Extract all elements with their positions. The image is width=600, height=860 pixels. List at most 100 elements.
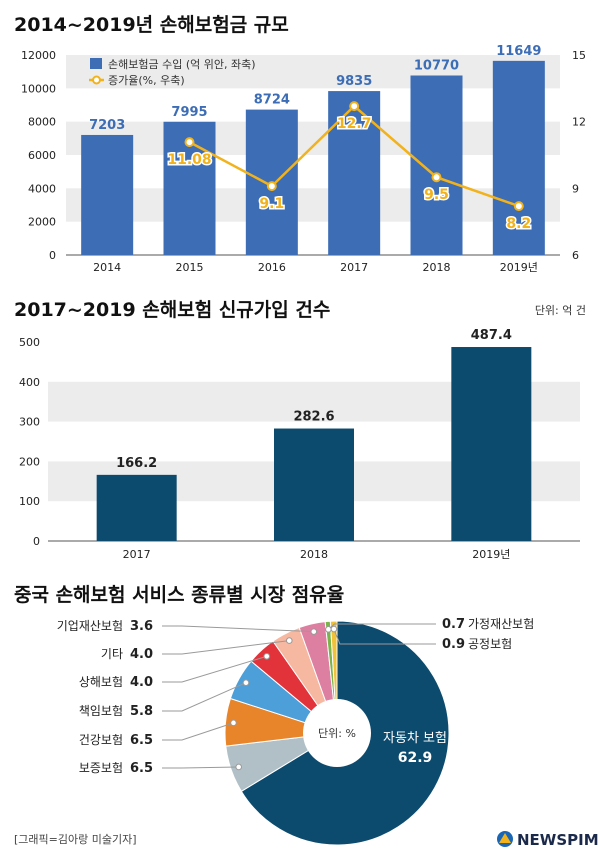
pie-slice-name: 상해보험 — [79, 675, 123, 689]
chart1-left-tick: 12000 — [21, 49, 56, 62]
chart1-bar-label: 7995 — [171, 105, 207, 120]
chart2-x-tick: 2018 — [300, 548, 328, 561]
chart1-left-tick: 2000 — [28, 216, 56, 229]
pie-slice-name: 기업재산보험 — [57, 619, 123, 633]
pie-leader-dot — [310, 628, 318, 635]
chart1-growth-label: 9.1 — [259, 196, 284, 212]
pie-slice-value: 5.8 — [130, 704, 153, 719]
chart1-growth-point — [266, 181, 277, 192]
chart2-bar-label: 487.4 — [471, 328, 512, 343]
chart1-legend-bar-label: 손해보험금 수입 (억 위안, 좌축) — [108, 57, 256, 71]
pie-leader-dot — [242, 679, 250, 686]
pie-slice-value: 3.6 — [130, 619, 153, 634]
pie-slice-value: 4.0 — [130, 675, 153, 690]
footer-credit: [그래픽=김아랑 미술기자] — [14, 833, 137, 846]
chart2-y-tick: 200 — [19, 455, 40, 468]
chart1-grid-band — [66, 188, 560, 222]
pie-center-hole — [303, 699, 371, 767]
pie-leader-dot — [263, 653, 271, 660]
chart2-bar-label: 282.6 — [293, 410, 334, 425]
chart1-x-tick: 2019년 — [500, 261, 538, 274]
chart1-left-tick: 0 — [49, 249, 56, 262]
chart2-title: 2017~2019 손해보험 신규가입 건수 — [14, 299, 330, 321]
pie-slice-name: 건강보험 — [79, 733, 123, 747]
chart1-right-tick: 6 — [572, 249, 579, 262]
pie-slice-value: 0.9 — [442, 637, 465, 652]
chart1-left-tick: 6000 — [28, 149, 56, 162]
chart1-right-tick: 15 — [572, 49, 586, 62]
pie-leader-line — [162, 640, 290, 655]
chart2-x-tick: 2019년 — [472, 548, 510, 561]
pie-leader-line — [162, 625, 314, 633]
chart1-bar-label: 7203 — [89, 118, 125, 133]
pie-leader-dot — [235, 763, 243, 771]
pie-leader-line — [333, 628, 436, 645]
chart1-x-tick: 2015 — [176, 261, 204, 274]
chart2-y-tick: 500 — [19, 336, 40, 349]
chart1-right-tick: 12 — [572, 116, 586, 129]
pie-slice-value: 6.5 — [130, 761, 153, 776]
pie-slice-name: 가정재산보험 — [468, 617, 534, 631]
chart1-bar-label: 8724 — [254, 93, 290, 108]
chart1-title: 2014~2019년 손해보험금 규모 — [14, 14, 289, 36]
chart2-bar-label: 166.2 — [116, 456, 157, 471]
chart2-bar — [274, 428, 354, 541]
chart1-bar — [81, 134, 134, 255]
chart1-x-tick: 2017 — [340, 261, 368, 274]
chart1-growth-label: 12.7 — [337, 116, 372, 132]
chart1-legend-line-marker — [92, 75, 101, 85]
chart1-x-tick: 2016 — [258, 261, 286, 274]
chart1-grid-band — [66, 55, 560, 89]
chart2-y-tick: 300 — [19, 416, 40, 429]
chart2-x-tick: 2017 — [123, 548, 151, 561]
pie-leader-dot — [325, 626, 332, 633]
chart1-growth-label: 9.5 — [424, 187, 449, 203]
chart1-growth-point — [349, 101, 360, 112]
chart1-left-tick: 8000 — [28, 116, 56, 129]
pie-leader-line — [162, 682, 247, 712]
chart1-grid-band — [66, 121, 560, 155]
chart2-bar — [451, 347, 532, 541]
chart2-y-tick: 0 — [33, 535, 40, 548]
chart1-x-tick: 2014 — [93, 261, 121, 274]
pie-slice-name: 책임보험 — [79, 703, 123, 718]
chart1-left-tick: 4000 — [28, 182, 56, 195]
chart2-bar — [96, 474, 177, 541]
newspim-logo-mark — [499, 833, 511, 843]
pie-slice-name: 보증보험 — [79, 761, 123, 775]
chart1-growth-label: 8.2 — [506, 216, 531, 232]
chart1-bar-label: 10770 — [414, 59, 459, 74]
pie-leader-line — [162, 722, 234, 741]
pie-slice-value: 4.0 — [130, 647, 153, 662]
footer-brand: NEWSPIM — [517, 831, 599, 849]
pie-leader-dot — [285, 637, 293, 644]
chart1-right-tick: 9 — [572, 182, 579, 195]
chart1-left-tick: 10000 — [21, 82, 56, 95]
pie-slice-name: 공정보험 — [468, 637, 512, 651]
pie-auto-value: 62.9 — [398, 750, 433, 766]
chart1-bar — [328, 91, 381, 255]
chart1-legend-bar-swatch — [90, 58, 102, 69]
pie-leader-dot — [230, 719, 237, 727]
pie-slice-name: 기타 — [101, 647, 123, 661]
chart2-y-tick: 400 — [19, 376, 40, 389]
chart1-bar-label: 11649 — [496, 44, 541, 59]
chart1-legend-line-label: 증가율(%, 우축) — [108, 74, 185, 87]
chart1-bar — [492, 60, 545, 255]
pie-leader-line — [162, 655, 267, 683]
chart2-unit: 단위: 억 건 — [535, 304, 586, 317]
pie-slice-value: 0.7 — [442, 617, 465, 632]
chart1-bar-label: 9835 — [336, 74, 372, 89]
pie-leader-line — [162, 766, 239, 769]
chart1-growth-point — [431, 172, 442, 183]
pie-leader-dot — [330, 625, 338, 633]
pie-center-label: 단위: % — [318, 727, 356, 740]
pie-slice-value: 6.5 — [130, 733, 153, 748]
chart1-growth-point — [184, 137, 195, 148]
pie-auto-name: 자동차 보험 — [383, 731, 447, 746]
chart3-title: 중국 손해보험 서비스 종류별 시장 점유율 — [14, 584, 344, 606]
chart1-growth-label: 11.08 — [167, 152, 211, 168]
chart1-growth-point — [513, 201, 524, 212]
chart1-x-tick: 2018 — [423, 261, 451, 274]
